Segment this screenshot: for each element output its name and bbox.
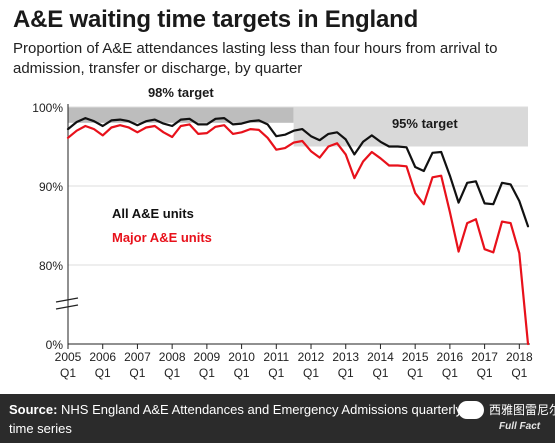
x-tick-quarter-label: Q1 <box>268 366 284 380</box>
y-tick-label: 0% <box>46 338 64 352</box>
x-tick-quarter-label: Q1 <box>372 366 388 380</box>
x-tick-quarter-label: Q1 <box>60 366 76 380</box>
watermark-brand: Full Fact <box>499 421 541 432</box>
axis-break-mark <box>55 304 79 310</box>
x-tick-quarter-label: Q1 <box>477 366 493 380</box>
x-tick-label: 2016 <box>437 350 464 364</box>
x-tick-label: 2012 <box>298 350 325 364</box>
x-tick-quarter-label: Q1 <box>199 366 215 380</box>
x-tick-quarter-label: Q1 <box>129 366 145 380</box>
legend-all-units: All A&E units <box>112 206 194 221</box>
x-tick-label: 2018 <box>506 350 533 364</box>
target-label-98: 98% target <box>148 85 214 100</box>
x-tick-quarter-label: Q1 <box>234 366 250 380</box>
x-tick-label: 2013 <box>332 350 359 364</box>
source-text: NHS England A&E Attendances and Emergenc… <box>9 402 463 436</box>
x-tick-label: 2008 <box>159 350 186 364</box>
legend-major-units: Major A&E units <box>112 230 212 245</box>
y-tick-label: 80% <box>39 259 63 273</box>
x-tick-quarter-label: Q1 <box>95 366 111 380</box>
x-tick-quarter-label: Q1 <box>338 366 354 380</box>
line-chart: 98% target 95% target 100% 90% 80% 0%2005 Q1 20… <box>32 85 533 380</box>
x-tick-label: 2011 <box>263 350 289 364</box>
x-tick-label: 2017 <box>471 350 498 364</box>
target-label-95: 95% target <box>392 116 458 131</box>
x-tick-quarter-label: Q1 <box>303 366 319 380</box>
x-tick-label: 2005 <box>55 350 82 364</box>
y-tick-label: 90% <box>39 180 63 194</box>
footer: Source: NHS England A&E Attendances and … <box>0 394 555 443</box>
x-tick-quarter-label: Q1 <box>511 366 527 380</box>
target-band-95 <box>293 107 528 147</box>
target-band-98 <box>68 107 294 123</box>
series-line-all-units <box>66 116 530 228</box>
y-tick-label: 100% <box>32 101 63 115</box>
x-tick-label: 2007 <box>124 350 151 364</box>
page-subtitle: Proportion of A&E attendances lasting le… <box>13 40 498 77</box>
x-tick-quarter-label: Q1 <box>407 366 423 380</box>
axis-break-mark <box>55 297 79 303</box>
series-line-major-units <box>66 123 530 346</box>
x-tick-label: 2009 <box>194 350 221 364</box>
x-tick-label: 2006 <box>89 350 116 364</box>
page-title: A&E waiting time targets in England <box>13 6 419 33</box>
x-tick-label: 2010 <box>228 350 255 364</box>
x-tick-quarter-label: Q1 <box>164 366 180 380</box>
watermark-logo-icon <box>458 401 484 419</box>
source-label: Source: <box>9 402 58 417</box>
x-tick-quarter-label: Q1 <box>442 366 458 380</box>
x-tick-label: 2014 <box>367 350 394 364</box>
watermark-text: 西雅图雷尼尔 <box>489 403 555 417</box>
source-note: Source: NHS England A&E Attendances and … <box>9 400 479 438</box>
x-tick-label: 2015 <box>402 350 429 364</box>
